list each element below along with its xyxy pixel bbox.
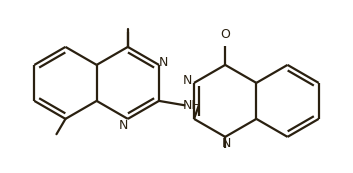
Text: O: O	[220, 28, 230, 41]
Text: N: N	[222, 137, 231, 150]
Text: N: N	[159, 56, 168, 69]
Text: NH: NH	[183, 99, 202, 112]
Text: N: N	[183, 74, 192, 87]
Text: N: N	[119, 119, 128, 132]
